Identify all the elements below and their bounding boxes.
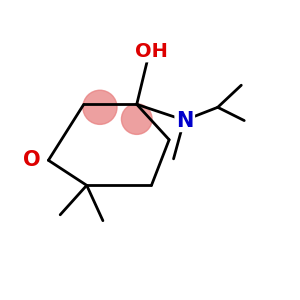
Text: OH: OH <box>135 42 168 61</box>
Circle shape <box>83 90 117 124</box>
Text: O: O <box>23 150 40 170</box>
Text: N: N <box>176 111 194 130</box>
Circle shape <box>122 104 152 134</box>
